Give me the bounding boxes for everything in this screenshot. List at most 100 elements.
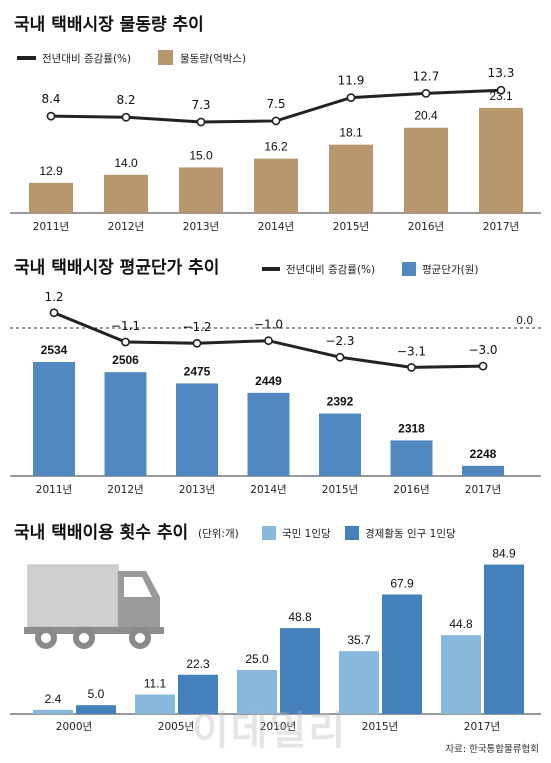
point-rate: [478, 361, 488, 371]
point-rate: [271, 116, 281, 126]
bar-econ-label: 84.9: [492, 547, 516, 561]
bar-econ: [484, 564, 524, 714]
bar-econ-label: 67.9: [390, 576, 414, 590]
bar-national-label: 11.1: [144, 676, 167, 690]
bar-price: [33, 362, 75, 476]
chart-price-plot: 2534 2011년 2506 2012년 2475 2013년 2449 2014년 2392…: [10, 290, 541, 496]
bar-volume: [479, 107, 523, 213]
x-tick-label: 2017년: [464, 721, 500, 733]
point-rate: [264, 336, 273, 346]
bar-price: [247, 392, 290, 476]
bar-price: [462, 465, 504, 476]
point-rate: [496, 85, 506, 95]
point-rate: [121, 337, 130, 347]
point-rate-label: 7.5: [266, 97, 285, 111]
point-rate: [196, 117, 206, 127]
bar-econ: [280, 628, 320, 714]
point-rate: [121, 112, 131, 122]
point-rate-label: 12.7: [413, 69, 440, 83]
x-tick-label: 2015년: [362, 721, 398, 733]
chart-usage-title: 국내 택배이용 횟수 추이: [14, 523, 188, 543]
legend-bar-swatch: [402, 262, 416, 276]
bar-econ: [382, 594, 422, 714]
x-tick-label: 2017년: [465, 484, 501, 496]
legend-bar-swatch: [158, 50, 173, 65]
legend-price-label: 평균단가(원): [422, 264, 479, 276]
bar-price-label: 2506: [112, 353, 139, 367]
bar-national: [135, 694, 175, 714]
x-tick-label: 2012년: [108, 221, 144, 233]
point-rate: [49, 308, 59, 318]
chart-volume-title: 국내 택배시장 물동량 추이: [14, 15, 204, 35]
point-rate-label: 8.2: [116, 93, 135, 107]
bar-econ: [76, 705, 116, 714]
bar-volume: [179, 167, 223, 213]
x-tick-label: 2000년: [56, 721, 92, 733]
x-tick-label: 2010년: [260, 721, 296, 733]
bar-volume-label: 15.0: [189, 148, 213, 162]
x-tick-label: 2015년: [333, 221, 369, 233]
bar-econ-label: 5.0: [88, 687, 105, 701]
x-tick-label: 2011년: [36, 484, 72, 496]
legend-volume-label: 물동량(억박스): [180, 53, 246, 65]
bar-price-label: 2392: [327, 395, 354, 409]
chart-price-panel: 국내 택배시장 평균단가 추이 전년대비 증감률(%) 평균단가(원) 0.0 …: [0, 243, 551, 505]
bar-price: [104, 372, 147, 476]
chart-price: 국내 택배시장 평균단가 추이 전년대비 증감률(%) 평균단가(원) 0.0 …: [10, 258, 541, 496]
x-tick-label: 2014년: [250, 484, 286, 496]
source-note: 자료: 한국통합물류협회: [445, 744, 539, 755]
x-tick-label: 2012년: [107, 484, 143, 496]
chart-usage: 국내 택배이용 횟수 추이 (단위:개) 국민 1인당 경제활동 인구 1인당 …: [10, 523, 541, 733]
chart-volume-plot: 12.9 2011년 14.0 2012년 15.0 2013년 16.2 2014년 18.1…: [10, 66, 541, 233]
bar-econ: [178, 674, 218, 714]
bar-volume-label: 20.4: [414, 109, 438, 123]
bar-national-label: 2.4: [45, 692, 62, 706]
bar-price-label: 2318: [398, 421, 425, 435]
bar-national: [237, 670, 277, 714]
chart-volume: 국내 택배시장 물동량 추이 전년대비 증감률(%) 물동량(억박스) 12.9…: [10, 15, 541, 233]
point-rate: [346, 93, 356, 103]
watermark: 이데일리: [192, 708, 348, 754]
legend-econ-label: 경제활동 인구 1인당: [365, 527, 456, 540]
legend-bar-swatch-econ: [345, 526, 359, 540]
legend-bar-swatch-national: [262, 526, 276, 540]
bar-price: [390, 440, 433, 476]
bar-volume-label: 23.1: [489, 89, 513, 103]
bar-volume: [254, 158, 298, 213]
point-rate: [46, 111, 56, 121]
x-tick-label: 2014년: [258, 221, 294, 233]
bar-volume-label: 16.2: [264, 140, 288, 154]
point-rate-label: −2.3: [325, 334, 354, 348]
legend-national-label: 국민 1인당: [282, 528, 331, 540]
bar-price-label: 2534: [41, 343, 68, 357]
point-rate-label: 8.4: [41, 92, 60, 106]
x-tick-label: 2013년: [179, 484, 215, 496]
point-rate-label: 13.3: [488, 66, 515, 80]
bar-national-label: 25.0: [245, 652, 269, 666]
chart-usage-plot: 2.4 5.0 2000년 11.1 22.3 2005년 25.0 48.8 2010년 35.…: [10, 547, 541, 733]
chart-usage-unit: (단위:개): [198, 527, 239, 540]
bar-national: [339, 651, 379, 714]
point-rate-label: −3.0: [468, 343, 497, 357]
point-rate-label: −1.1: [111, 319, 140, 333]
x-tick-label: 2016년: [408, 221, 444, 233]
point-rate-label: 1.2: [44, 290, 63, 304]
bar-national: [33, 709, 73, 714]
bar-econ-label: 48.8: [288, 610, 312, 624]
bar-price-label: 2475: [184, 364, 211, 378]
x-tick-label: 2017년: [483, 221, 519, 233]
point-rate: [192, 338, 202, 348]
legend-rate-label: 전년대비 증감률(%): [286, 264, 375, 276]
point-rate: [335, 352, 345, 362]
bar-national: [441, 635, 481, 714]
point-rate: [421, 88, 431, 98]
legend-rate-label: 전년대비 증감률(%): [42, 53, 131, 65]
point-rate-label: −3.1: [397, 344, 426, 358]
point-rate: [407, 362, 416, 372]
truck-icon: [24, 564, 164, 649]
x-tick-label: 2015년: [322, 484, 358, 496]
bar-volume: [29, 182, 73, 213]
point-rate-label: 11.9: [338, 74, 365, 88]
x-tick-label: 2011년: [33, 221, 69, 233]
x-tick-label: 2016년: [393, 484, 429, 496]
